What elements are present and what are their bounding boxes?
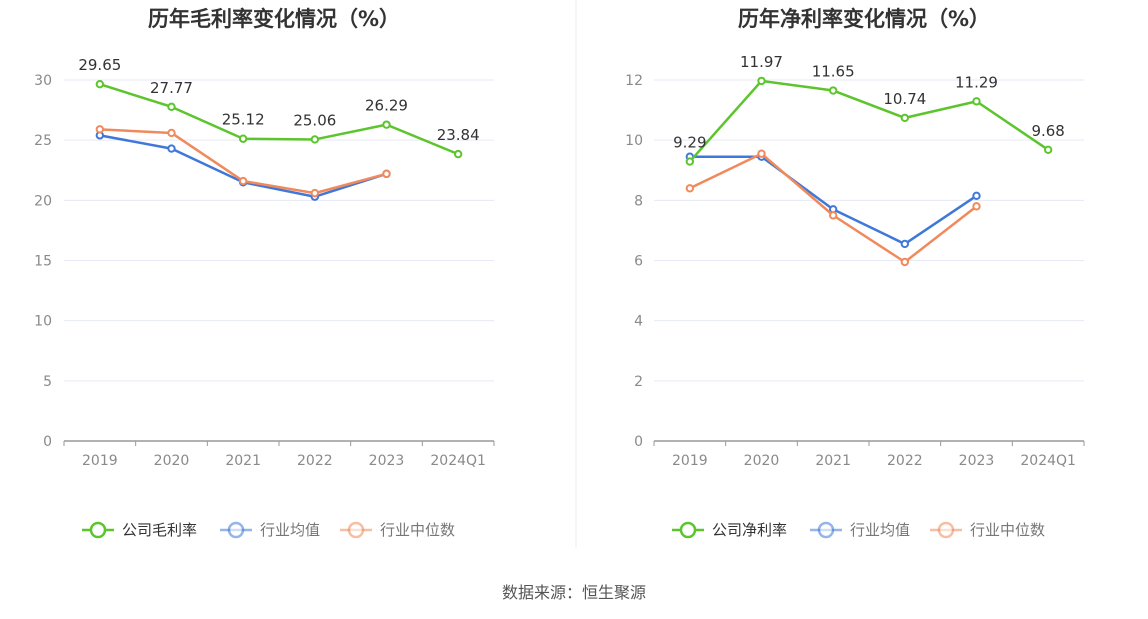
net-margin-y-tick-label: 4 [634, 314, 643, 330]
net-margin-chart-title: 历年净利率变化情况（%） [738, 7, 990, 31]
gross-margin-company-point [95, 80, 105, 89]
net-margin-x-tick-label: 2024Q1 [1020, 453, 1076, 469]
legend-marker-icon [89, 521, 107, 539]
net-margin-data-label: 11.29 [955, 73, 998, 91]
gross-margin-data-label: 27.77 [150, 79, 193, 97]
net-margin-company-point [757, 76, 766, 86]
gross-margin-company-point [453, 149, 463, 159]
net-margin-x-tick-label: 2019 [672, 453, 708, 469]
gross-margin-industry-median-point [167, 128, 176, 138]
gross-margin-industry-avg-line [99, 134, 387, 198]
gross-margin-x-tick-label: 2021 [225, 453, 261, 469]
net-margin-x-tick-label: 2022 [887, 453, 923, 469]
gross-margin-data-label: 25.06 [293, 111, 336, 129]
data-source-note: 数据来源：恒生聚源 [502, 583, 646, 602]
net-margin-data-label: 9.68 [1031, 122, 1064, 140]
net-margin-company-point [828, 86, 838, 95]
gross-margin-company-point [167, 102, 176, 112]
legend-marker-icon [679, 521, 697, 539]
net-margin-industry-median-point [972, 202, 981, 211]
net-margin-y-tick-label: 8 [634, 193, 643, 209]
gross-margin-data-label: 23.84 [437, 126, 480, 144]
net-margin-data-label: 10.74 [883, 90, 926, 108]
gross-margin-y-tick-label: 10 [34, 314, 52, 330]
gross-margin-legend-item-industry-median[interactable]: 行业中位数 [340, 521, 455, 539]
net-margin-company-point [972, 97, 981, 106]
net-margin-legend-label: 公司净利率 [712, 521, 787, 539]
net-margin-y-tick-label: 10 [625, 133, 643, 149]
gross-margin-industry-median-point [95, 125, 105, 134]
legend-marker-icon [817, 521, 835, 539]
net-margin-legend-item-industry-avg[interactable]: 行业均值 [810, 521, 910, 539]
net-margin-data-label: 9.29 [673, 134, 706, 152]
net-margin-legend-item-company[interactable]: 公司净利率 [672, 521, 787, 539]
legend-marker-icon [937, 521, 955, 539]
net-margin-industry-median-point [900, 257, 910, 267]
net-margin-y-tick-label: 0 [634, 434, 643, 450]
gross-margin-x-tick-label: 2022 [297, 453, 333, 469]
net-margin-company-line [688, 79, 1049, 163]
net-margin-data-label: 11.97 [740, 53, 783, 71]
gross-margin-industry-median-point [238, 176, 248, 186]
gross-margin-y-tick-label: 0 [43, 434, 52, 450]
net-margin-chart: 历年净利率变化情况（%） 0 2 4 6 8 10 12 2019 2020 2021 2022 20… [625, 7, 1085, 539]
gross-margin-y-tick-label: 5 [43, 374, 52, 390]
net-margin-x-tick-label: 2023 [959, 453, 995, 469]
gross-margin-legend-label: 行业均值 [260, 521, 320, 539]
net-margin-x-tick-label: 2020 [744, 453, 780, 469]
net-margin-industry-avg-point [972, 191, 981, 201]
gross-margin-x-tick-label: 2019 [82, 453, 118, 469]
net-margin-industry-median-point [757, 149, 766, 158]
gross-margin-chart-title: 历年毛利率变化情况（%） [148, 7, 400, 31]
gross-margin-data-label: 25.12 [222, 111, 265, 129]
gross-margin-legend-item-industry-avg[interactable]: 行业均值 [220, 521, 320, 539]
legend-marker-icon [227, 521, 245, 539]
net-margin-y-tick-label: 2 [634, 374, 643, 390]
gross-margin-company-point [382, 120, 391, 129]
legend-marker-icon [347, 521, 365, 539]
gross-margin-industry-median-point [382, 169, 391, 179]
net-margin-y-tick-label: 12 [625, 73, 643, 89]
gross-margin-chart: 历年毛利率变化情况（%） 0 5 10 15 20 25 30 2019 2020 2021 202… [34, 7, 495, 539]
gross-margin-company-line [99, 83, 459, 156]
net-margin-industry-avg-point [900, 239, 910, 249]
gross-margin-x-tick-label: 2020 [154, 453, 190, 469]
gross-margin-y-tick-label: 30 [34, 73, 52, 89]
gross-margin-y-tick-label: 15 [34, 254, 52, 270]
gross-margin-industry-median-point [310, 188, 320, 198]
net-margin-industry-median-point [828, 211, 838, 220]
gross-margin-company-point [238, 134, 248, 143]
gross-margin-y-tick-label: 25 [34, 133, 52, 149]
net-margin-x-tick-label: 2021 [815, 453, 851, 469]
net-margin-legend-label: 行业中位数 [970, 521, 1045, 539]
gross-margin-legend-label: 行业中位数 [380, 521, 455, 539]
net-margin-y-tick-label: 6 [634, 254, 643, 270]
net-margin-legend-label: 行业均值 [850, 521, 910, 539]
net-margin-industry-median-point [685, 184, 695, 193]
gross-margin-legend-label: 公司毛利率 [122, 521, 197, 539]
gross-margin-legend-item-company[interactable]: 公司毛利率 [82, 521, 197, 539]
gross-margin-x-tick-label: 2023 [369, 453, 405, 469]
net-margin-company-point [1043, 145, 1053, 154]
net-margin-company-point [685, 157, 695, 166]
gross-margin-company-point [310, 135, 320, 144]
net-margin-legend-item-industry-median[interactable]: 行业中位数 [930, 521, 1045, 539]
gross-margin-y-tick-label: 20 [34, 193, 52, 209]
gross-margin-x-tick-label: 2024Q1 [430, 453, 486, 469]
gross-margin-data-label: 29.65 [78, 56, 121, 74]
net-margin-data-label: 11.65 [812, 63, 855, 81]
net-margin-company-point [900, 113, 910, 123]
gross-margin-industry-avg-point [167, 144, 176, 153]
gross-margin-data-label: 26.29 [365, 97, 408, 115]
